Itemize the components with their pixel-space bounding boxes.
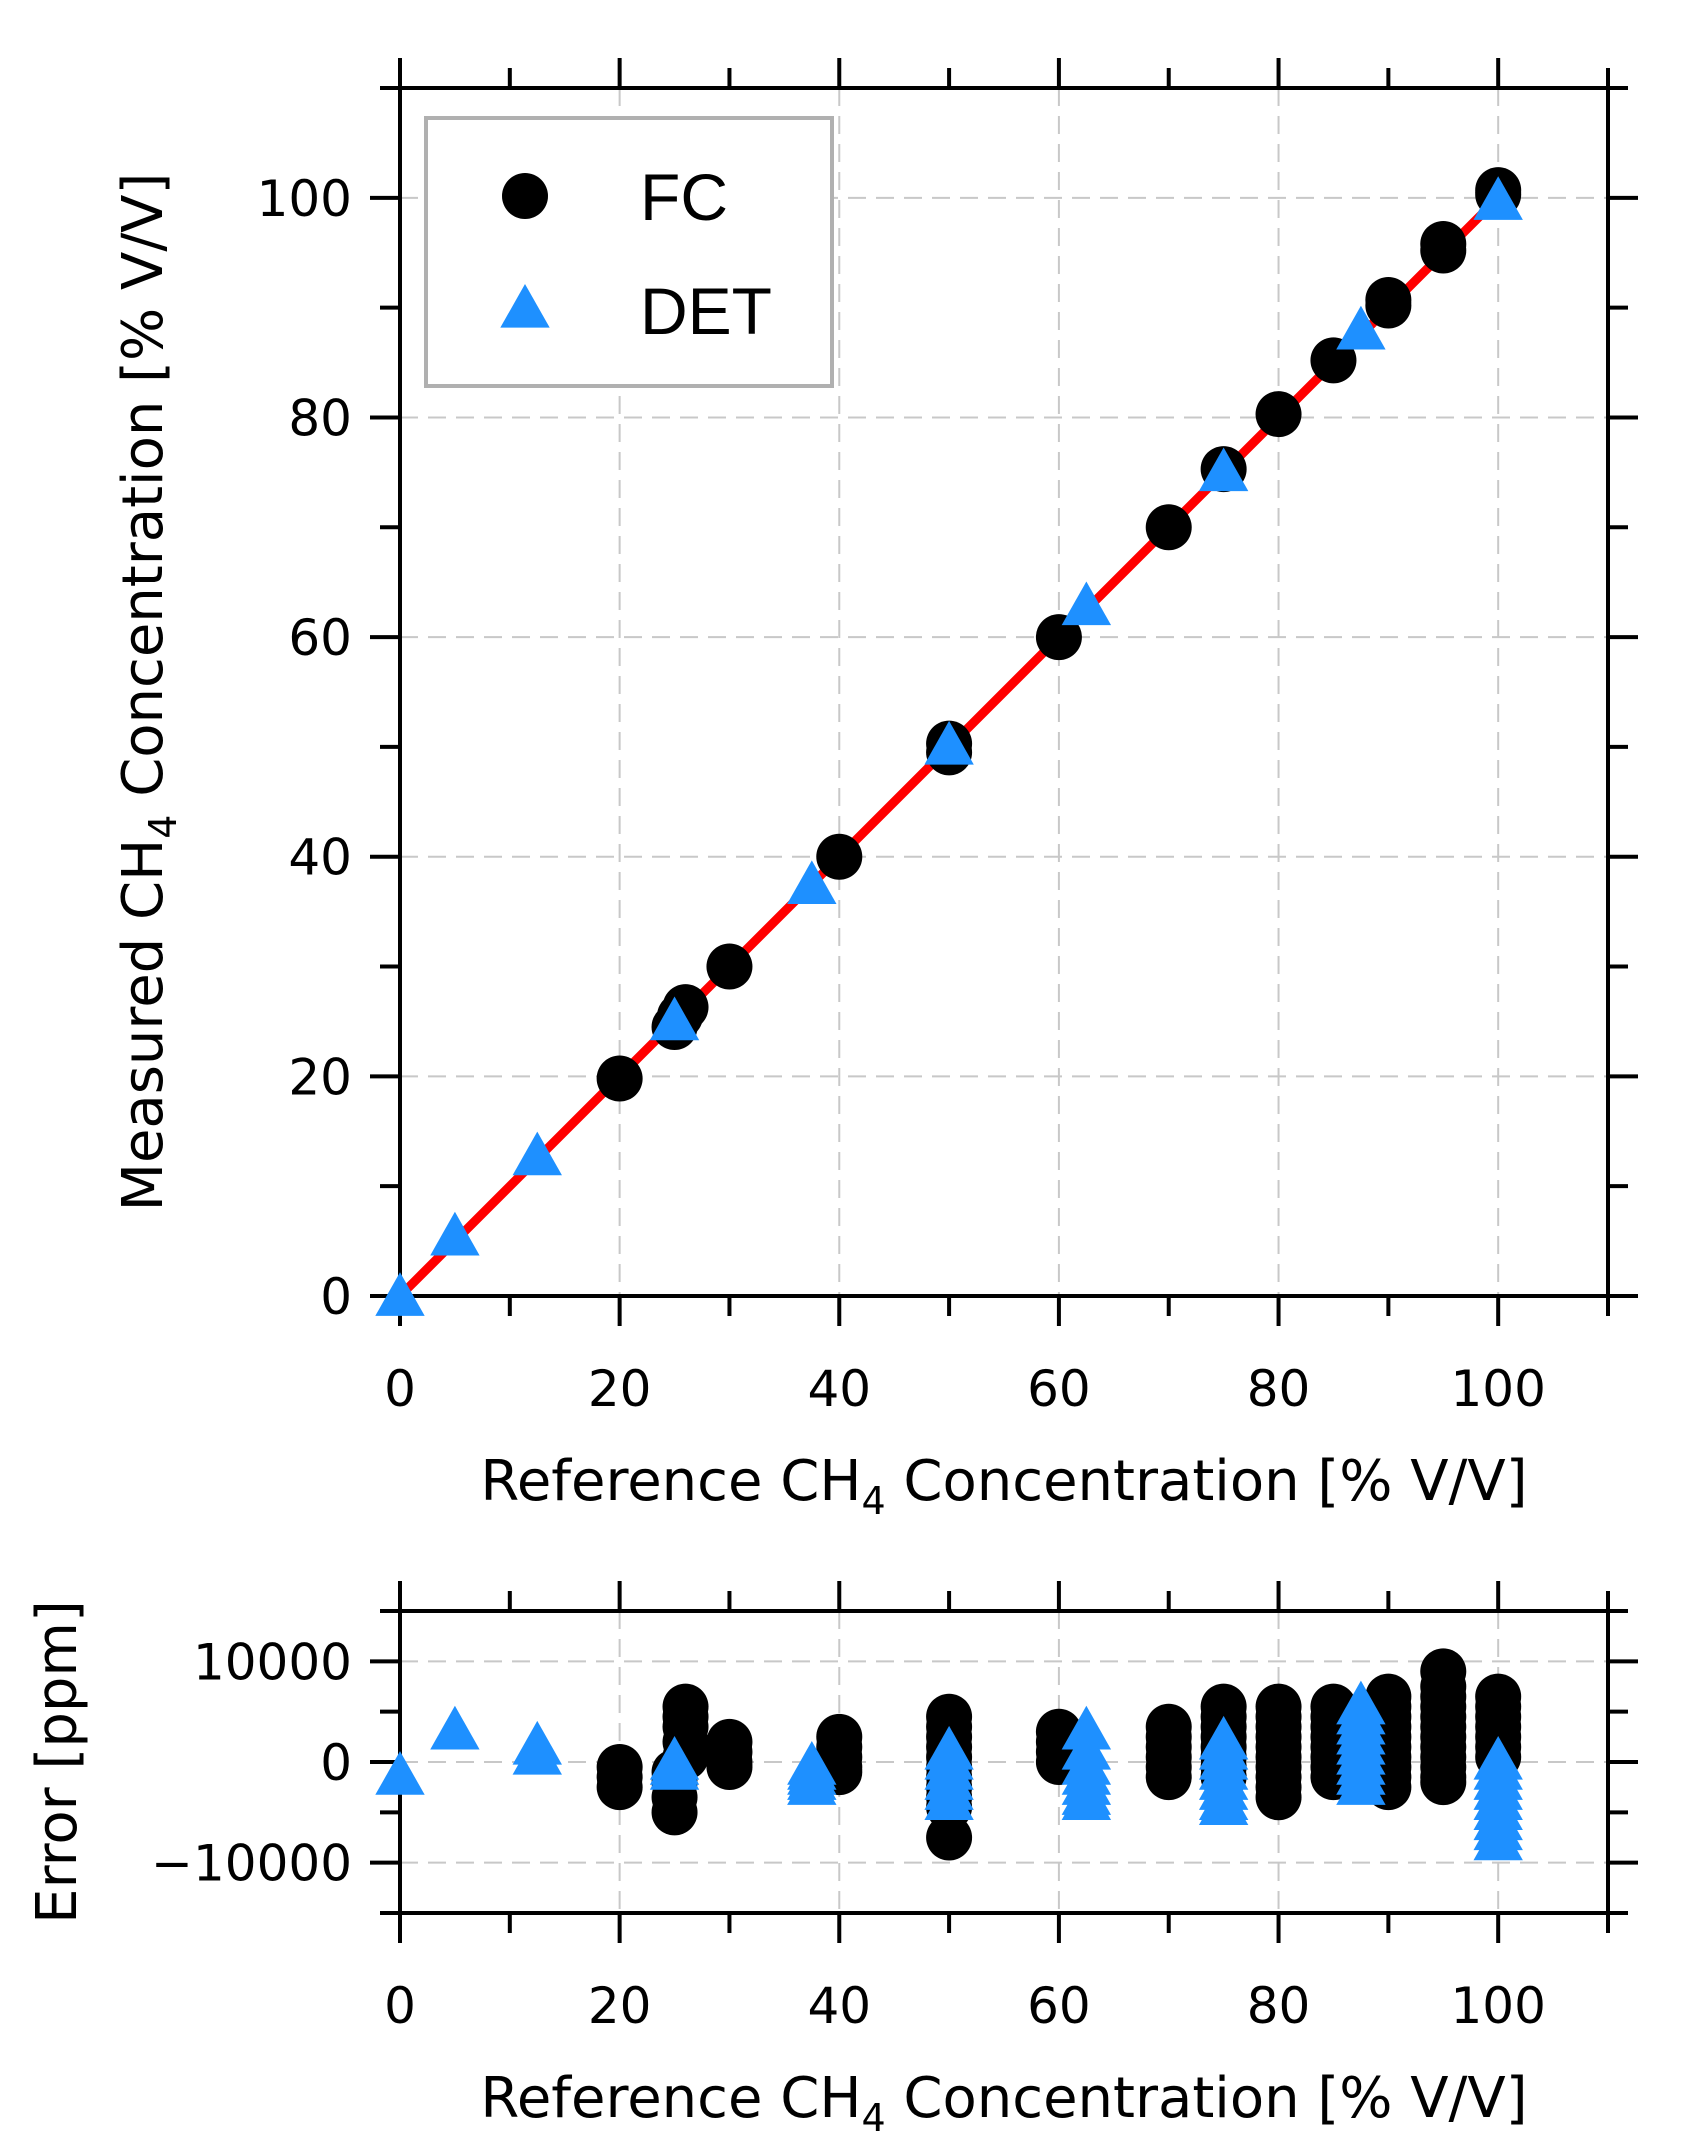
legend-fc-marker	[502, 173, 548, 219]
det-point	[787, 1761, 837, 1805]
fc-point	[1255, 391, 1302, 438]
ticks	[370, 58, 1638, 1326]
fc-point	[1035, 614, 1082, 661]
series-det	[375, 1680, 1523, 1861]
y-tick-label: 60	[288, 609, 352, 667]
det-point	[1473, 176, 1523, 220]
plot-frame	[398, 86, 1610, 1298]
fc-point	[1420, 1759, 1467, 1806]
x-axis-title: Reference CH4 Concentration [% V/V]	[480, 1449, 1527, 1523]
x-tick-label: 40	[807, 1977, 871, 2035]
fc-point	[1365, 276, 1412, 323]
det-point	[1336, 305, 1386, 350]
det-point	[1061, 581, 1112, 626]
y-tick-label: 40	[288, 829, 352, 887]
det-point	[375, 1272, 425, 1316]
x-tick-label: 60	[1027, 1977, 1091, 2035]
y-tick-label: −10000	[151, 1835, 352, 1893]
fc-point	[706, 1744, 753, 1791]
x-axis-title: Reference CH4 Concentration [% V/V]	[480, 2066, 1527, 2140]
x-tick-label: 20	[588, 1360, 652, 1418]
x-tick-label: 100	[1450, 1360, 1545, 1418]
det-point	[1198, 447, 1249, 492]
det-point	[1198, 1781, 1249, 1825]
det-point	[924, 720, 974, 765]
fc-point	[596, 1744, 643, 1791]
det-point	[430, 1705, 480, 1750]
y-tick-label: 100	[257, 170, 352, 228]
legend-fc-label: FC	[640, 160, 728, 234]
det-point	[787, 860, 837, 905]
det-point	[375, 1751, 425, 1795]
fc-point	[1145, 1754, 1192, 1801]
x-tick-label: 0	[384, 1977, 416, 2035]
legend-det-label: DET	[640, 274, 772, 348]
det-point	[430, 1211, 480, 1256]
fc-point	[1145, 504, 1192, 551]
fc-point	[596, 1055, 643, 1102]
legend: FC DET	[424, 116, 834, 388]
x-tick-label: 20	[588, 1977, 652, 2035]
y-axis-title: Error [ppm]	[25, 1600, 90, 1924]
fc-point	[816, 833, 863, 880]
x-tick-label: 40	[807, 1360, 871, 1418]
det-point	[512, 1131, 562, 1176]
det-point	[512, 1730, 562, 1775]
y-tick-label: 10000	[193, 1633, 352, 1691]
fc-point	[926, 1814, 973, 1861]
main-chart-panel: 0 20 40 60 80 100 0 20 40 60 80 100 Reference CH4 Co…	[111, 58, 1638, 1523]
det-point	[649, 1746, 700, 1790]
legend-det-marker	[500, 284, 550, 328]
det-point	[1473, 1816, 1523, 1861]
legend-box	[424, 116, 834, 388]
fc-point	[1255, 1774, 1302, 1821]
det-point	[924, 1776, 974, 1820]
fc-point	[706, 943, 753, 990]
residual-chart-panel: 0 20 40 60 80 100 −10000 0 10000 Reference CH4 Co…	[25, 1581, 1638, 2140]
x-tick-label: 0	[384, 1360, 416, 1418]
y-tick-label: 0	[320, 1268, 352, 1326]
det-point	[649, 996, 700, 1041]
det-point	[1061, 1776, 1112, 1820]
x-tick-label: 100	[1450, 1977, 1545, 2035]
y-axis-title: Measured CH4 Concentration [% V/V]	[111, 173, 185, 1212]
y-tick-label: 20	[288, 1048, 352, 1106]
series-det	[375, 176, 1523, 1316]
x-tick-label: 60	[1027, 1360, 1091, 1418]
x-tick-label: 80	[1247, 1360, 1311, 1418]
fc-point	[1420, 220, 1467, 267]
x-tick-label: 80	[1247, 1977, 1311, 2035]
y-tick-label: 80	[288, 389, 352, 447]
det-point	[1336, 1761, 1386, 1805]
y-tick-label: 0	[320, 1734, 352, 1792]
